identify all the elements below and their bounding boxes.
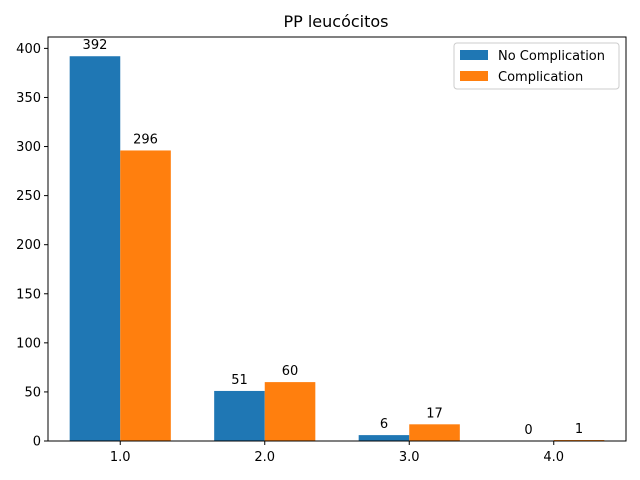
bar-no-complication-2.0 (214, 390, 265, 441)
y-tick-label: 0 (33, 435, 41, 450)
bar-complication-3.0 (409, 424, 460, 441)
legend-swatch (460, 50, 488, 60)
data-label: 1 (575, 422, 583, 437)
y-tick-label: 200 (16, 238, 41, 253)
legend-label: No Complication (498, 49, 605, 64)
data-label: 6 (380, 417, 388, 432)
chart-title: PP leucócitos (283, 12, 388, 31)
bar-no-complication-3.0 (358, 435, 410, 441)
x-tick-label: 1.0 (110, 450, 131, 465)
x-tick-label: 3.0 (399, 450, 420, 465)
bar-no-complication-1.0 (69, 56, 121, 441)
y-tick-label: 300 (16, 140, 41, 155)
legend-swatch (460, 71, 488, 81)
data-label: 296 (133, 132, 158, 147)
bar-complication-1.0 (120, 150, 171, 441)
data-label: 392 (83, 38, 108, 53)
data-label: 0 (524, 423, 532, 438)
data-label: 60 (282, 364, 299, 379)
x-tick-label: 4.0 (543, 450, 564, 465)
y-tick-label: 50 (24, 385, 41, 400)
legend: No Complication Complication (453, 42, 620, 90)
y-tick-label: 150 (16, 287, 41, 302)
y-tick-label: 400 (16, 42, 41, 57)
data-label: 51 (231, 373, 248, 388)
axes-frame (47, 36, 627, 442)
y-tick-label: 250 (16, 189, 41, 204)
legend-box (453, 42, 620, 90)
data-label: 17 (426, 406, 443, 421)
bar-complication-2.0 (264, 382, 316, 441)
y-tick-label: 100 (16, 336, 41, 351)
x-tick-label: 2.0 (254, 450, 275, 465)
y-tick-label: 350 (16, 91, 41, 106)
legend-label: Complication (498, 70, 583, 85)
